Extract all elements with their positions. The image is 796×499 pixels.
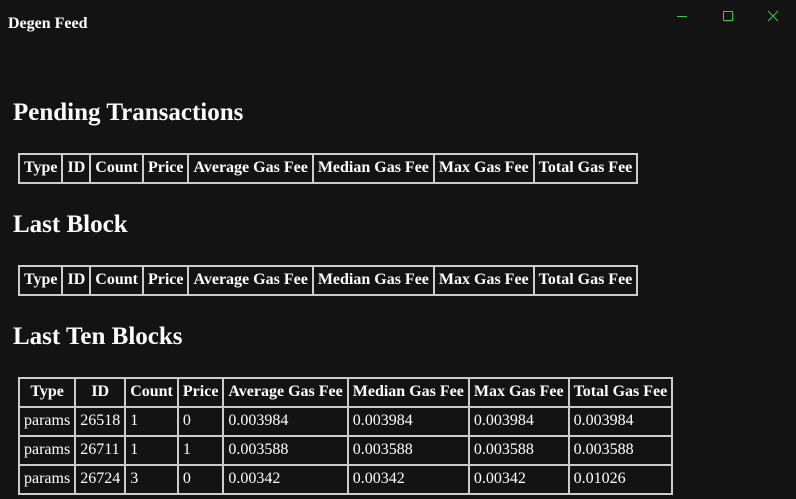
column-header: Count (90, 266, 143, 295)
column-header: Total Gas Fee (533, 154, 638, 183)
table-cell: 0.003984 (468, 407, 569, 436)
table-cell: 0.00342 (468, 465, 569, 494)
table-row: params 26711 1 1 0.003588 0.003588 0.003588 0.0… (19, 436, 673, 465)
column-header: Max Gas Fee (433, 266, 534, 295)
column-header: Max Gas Fee (468, 378, 569, 407)
column-header: Median Gas Fee (312, 154, 434, 183)
column-header: Type (19, 266, 63, 295)
column-header: Total Gas Fee (568, 378, 673, 407)
table-cell: 0.00342 (223, 465, 348, 494)
table-cell: 26724 (75, 465, 126, 494)
pending-transactions-heading: Pending Transactions (13, 99, 244, 126)
minimize-icon (676, 10, 688, 22)
table-cell: 1 (125, 407, 178, 436)
table-header-row: Type ID Count Price Average Gas Fee Median Ga… (19, 154, 638, 183)
table-cell: 0.01026 (568, 465, 673, 494)
table-cell: 0.003588 (568, 436, 673, 465)
column-header: Median Gas Fee (312, 266, 434, 295)
column-header: Median Gas Fee (347, 378, 469, 407)
column-header: Average Gas Fee (223, 378, 348, 407)
table-row: params 26724 3 0 0.00342 0.00342 0.00342 0.0102… (19, 465, 673, 494)
table-cell: 0 (177, 465, 224, 494)
column-header: ID (62, 266, 91, 295)
column-header: Type (19, 378, 76, 407)
column-header: Price (142, 154, 189, 183)
column-header: Average Gas Fee (188, 266, 313, 295)
title-bar[interactable]: Degen Feed (0, 0, 796, 40)
column-header: ID (75, 378, 126, 407)
table-header-row: Type ID Count Price Average Gas Fee Median Ga… (19, 378, 673, 407)
column-header: Price (142, 266, 189, 295)
last-ten-blocks-table: Type ID Count Price Average Gas Fee Median Ga… (18, 377, 674, 495)
column-header: Count (90, 154, 143, 183)
column-header: ID (62, 154, 91, 183)
table-cell: 0 (177, 407, 224, 436)
table-cell: 0.00342 (347, 465, 469, 494)
table-cell: params (19, 407, 76, 436)
table-cell: 26518 (75, 407, 126, 436)
column-header: Type (19, 154, 63, 183)
table-header-row: Type ID Count Price Average Gas Fee Median Ga… (19, 266, 638, 295)
column-header: Price (177, 378, 224, 407)
close-icon (767, 10, 779, 22)
last-block-heading: Last Block (13, 211, 128, 238)
table-cell: params (19, 436, 76, 465)
column-header: Count (125, 378, 178, 407)
pending-transactions-table: Type ID Count Price Average Gas Fee Median Ga… (18, 153, 639, 184)
table-cell: 1 (177, 436, 224, 465)
table-cell: 1 (125, 436, 178, 465)
column-header: Average Gas Fee (188, 154, 313, 183)
table-cell: 0.003984 (347, 407, 469, 436)
table-cell: 0.003984 (568, 407, 673, 436)
maximize-button[interactable] (705, 0, 751, 32)
table-cell: 0.003588 (223, 436, 348, 465)
column-header: Total Gas Fee (533, 266, 638, 295)
column-header: Max Gas Fee (433, 154, 534, 183)
table-cell: 0.003588 (347, 436, 469, 465)
table-cell: 26711 (75, 436, 126, 465)
table-cell: 0.003588 (468, 436, 569, 465)
close-button[interactable] (750, 0, 796, 32)
main-content: Pending Transactions Type ID Count Price Ave… (13, 96, 783, 495)
minimize-button[interactable] (659, 0, 705, 32)
table-cell: 3 (125, 465, 178, 494)
table-row: params 26518 1 0 0.003984 0.003984 0.003984 0.0… (19, 407, 673, 436)
last-ten-blocks-heading: Last Ten Blocks (13, 323, 183, 350)
table-cell: 0.003984 (223, 407, 348, 436)
maximize-icon (722, 10, 734, 22)
table-cell: params (19, 465, 76, 494)
last-block-table: Type ID Count Price Average Gas Fee Median Ga… (18, 265, 639, 296)
app-title: Degen Feed (8, 15, 88, 32)
